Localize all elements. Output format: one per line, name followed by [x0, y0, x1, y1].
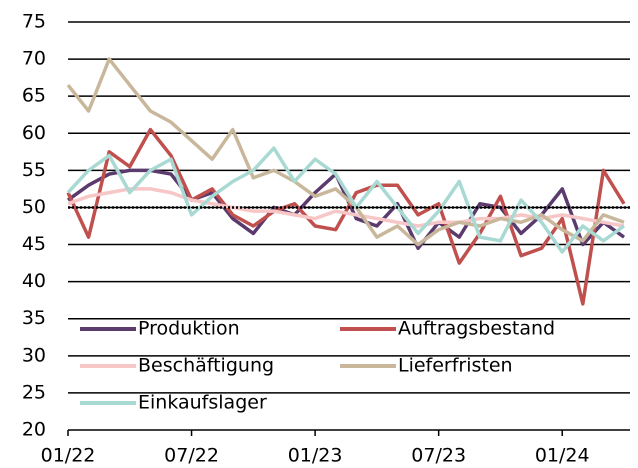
- y-tick-label: 20: [22, 419, 46, 441]
- x-tick-label: 07/22: [164, 445, 219, 467]
- y-tick-label: 40: [22, 270, 46, 292]
- y-tick-label: 60: [22, 122, 46, 144]
- y-tick-label: 35: [22, 307, 46, 329]
- y-tick-label: 75: [22, 11, 46, 33]
- x-tick-label: 01/24: [535, 445, 590, 467]
- series-line: [66, 57, 625, 247]
- y-tick-label: 70: [22, 48, 46, 70]
- legend-label: Produktion: [138, 318, 240, 340]
- series-line: [66, 127, 626, 306]
- x-tick-label: 07/23: [411, 445, 466, 467]
- y-tick-label: 30: [22, 344, 46, 366]
- y-tick-label: 55: [22, 159, 46, 181]
- legend-label: Lieferfristen: [398, 355, 513, 377]
- y-tick-label: 50: [22, 196, 46, 218]
- legend-label: Beschäftigung: [138, 355, 274, 377]
- y-tick-label: 65: [22, 85, 46, 107]
- y-tick-label: 45: [22, 233, 46, 255]
- legend-label: Auftragsbestand: [398, 318, 555, 340]
- x-tick-label: 01/22: [41, 445, 96, 467]
- x-tick-label: 01/23: [288, 445, 343, 467]
- y-tick-label: 25: [22, 381, 46, 403]
- legend-label: Einkaufslager: [138, 392, 267, 414]
- series-line: [66, 146, 626, 254]
